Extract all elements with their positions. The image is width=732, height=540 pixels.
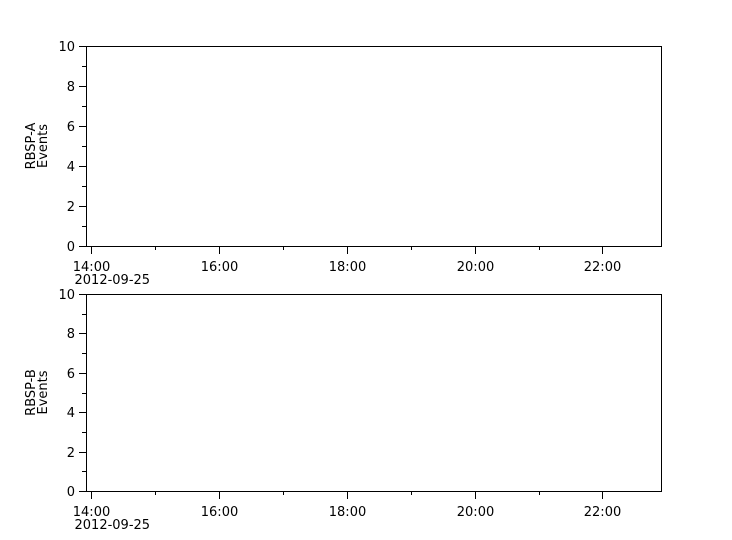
x-tick-label: 22:00 (584, 505, 621, 520)
x-tick-label: 22:00 (584, 260, 621, 275)
plot-frame (86, 46, 662, 247)
plot-frame (86, 294, 662, 492)
x-tick-label: 16:00 (201, 260, 238, 275)
x-tick-label: 16:00 (201, 505, 238, 520)
y-axis-title-line: Events (36, 124, 51, 168)
x-tick-label: 14:00 (73, 260, 110, 275)
y-tick-label: 2 (67, 446, 75, 461)
y-tick-label: 8 (67, 327, 75, 342)
y-axis-title-line: Events (36, 370, 51, 414)
x-tick-label: 14:00 (73, 505, 110, 520)
y-tick-label: 0 (67, 240, 75, 255)
y-axis-title-line: RBSP-A (24, 122, 39, 169)
x-tick-label: 18:00 (329, 260, 366, 275)
x-tick-label: 18:00 (329, 505, 366, 520)
y-tick-label: 10 (58, 288, 75, 303)
x-axis-date-label: 2012-09-25 (75, 518, 151, 533)
y-tick-label: 2 (67, 200, 75, 215)
y-tick-label: 4 (67, 406, 75, 421)
y-tick-label: 10 (58, 40, 75, 55)
y-tick-label: 8 (67, 80, 75, 95)
y-tick-label: 0 (67, 485, 75, 500)
x-axis-date-label: 2012-09-25 (75, 273, 151, 288)
x-tick-label: 20:00 (457, 505, 494, 520)
y-tick-label: 4 (67, 160, 75, 175)
x-tick-label: 20:00 (457, 260, 494, 275)
y-tick-label: 6 (67, 367, 75, 382)
y-axis-title-line: RBSP-B (24, 369, 39, 416)
y-tick-label: 6 (67, 120, 75, 135)
